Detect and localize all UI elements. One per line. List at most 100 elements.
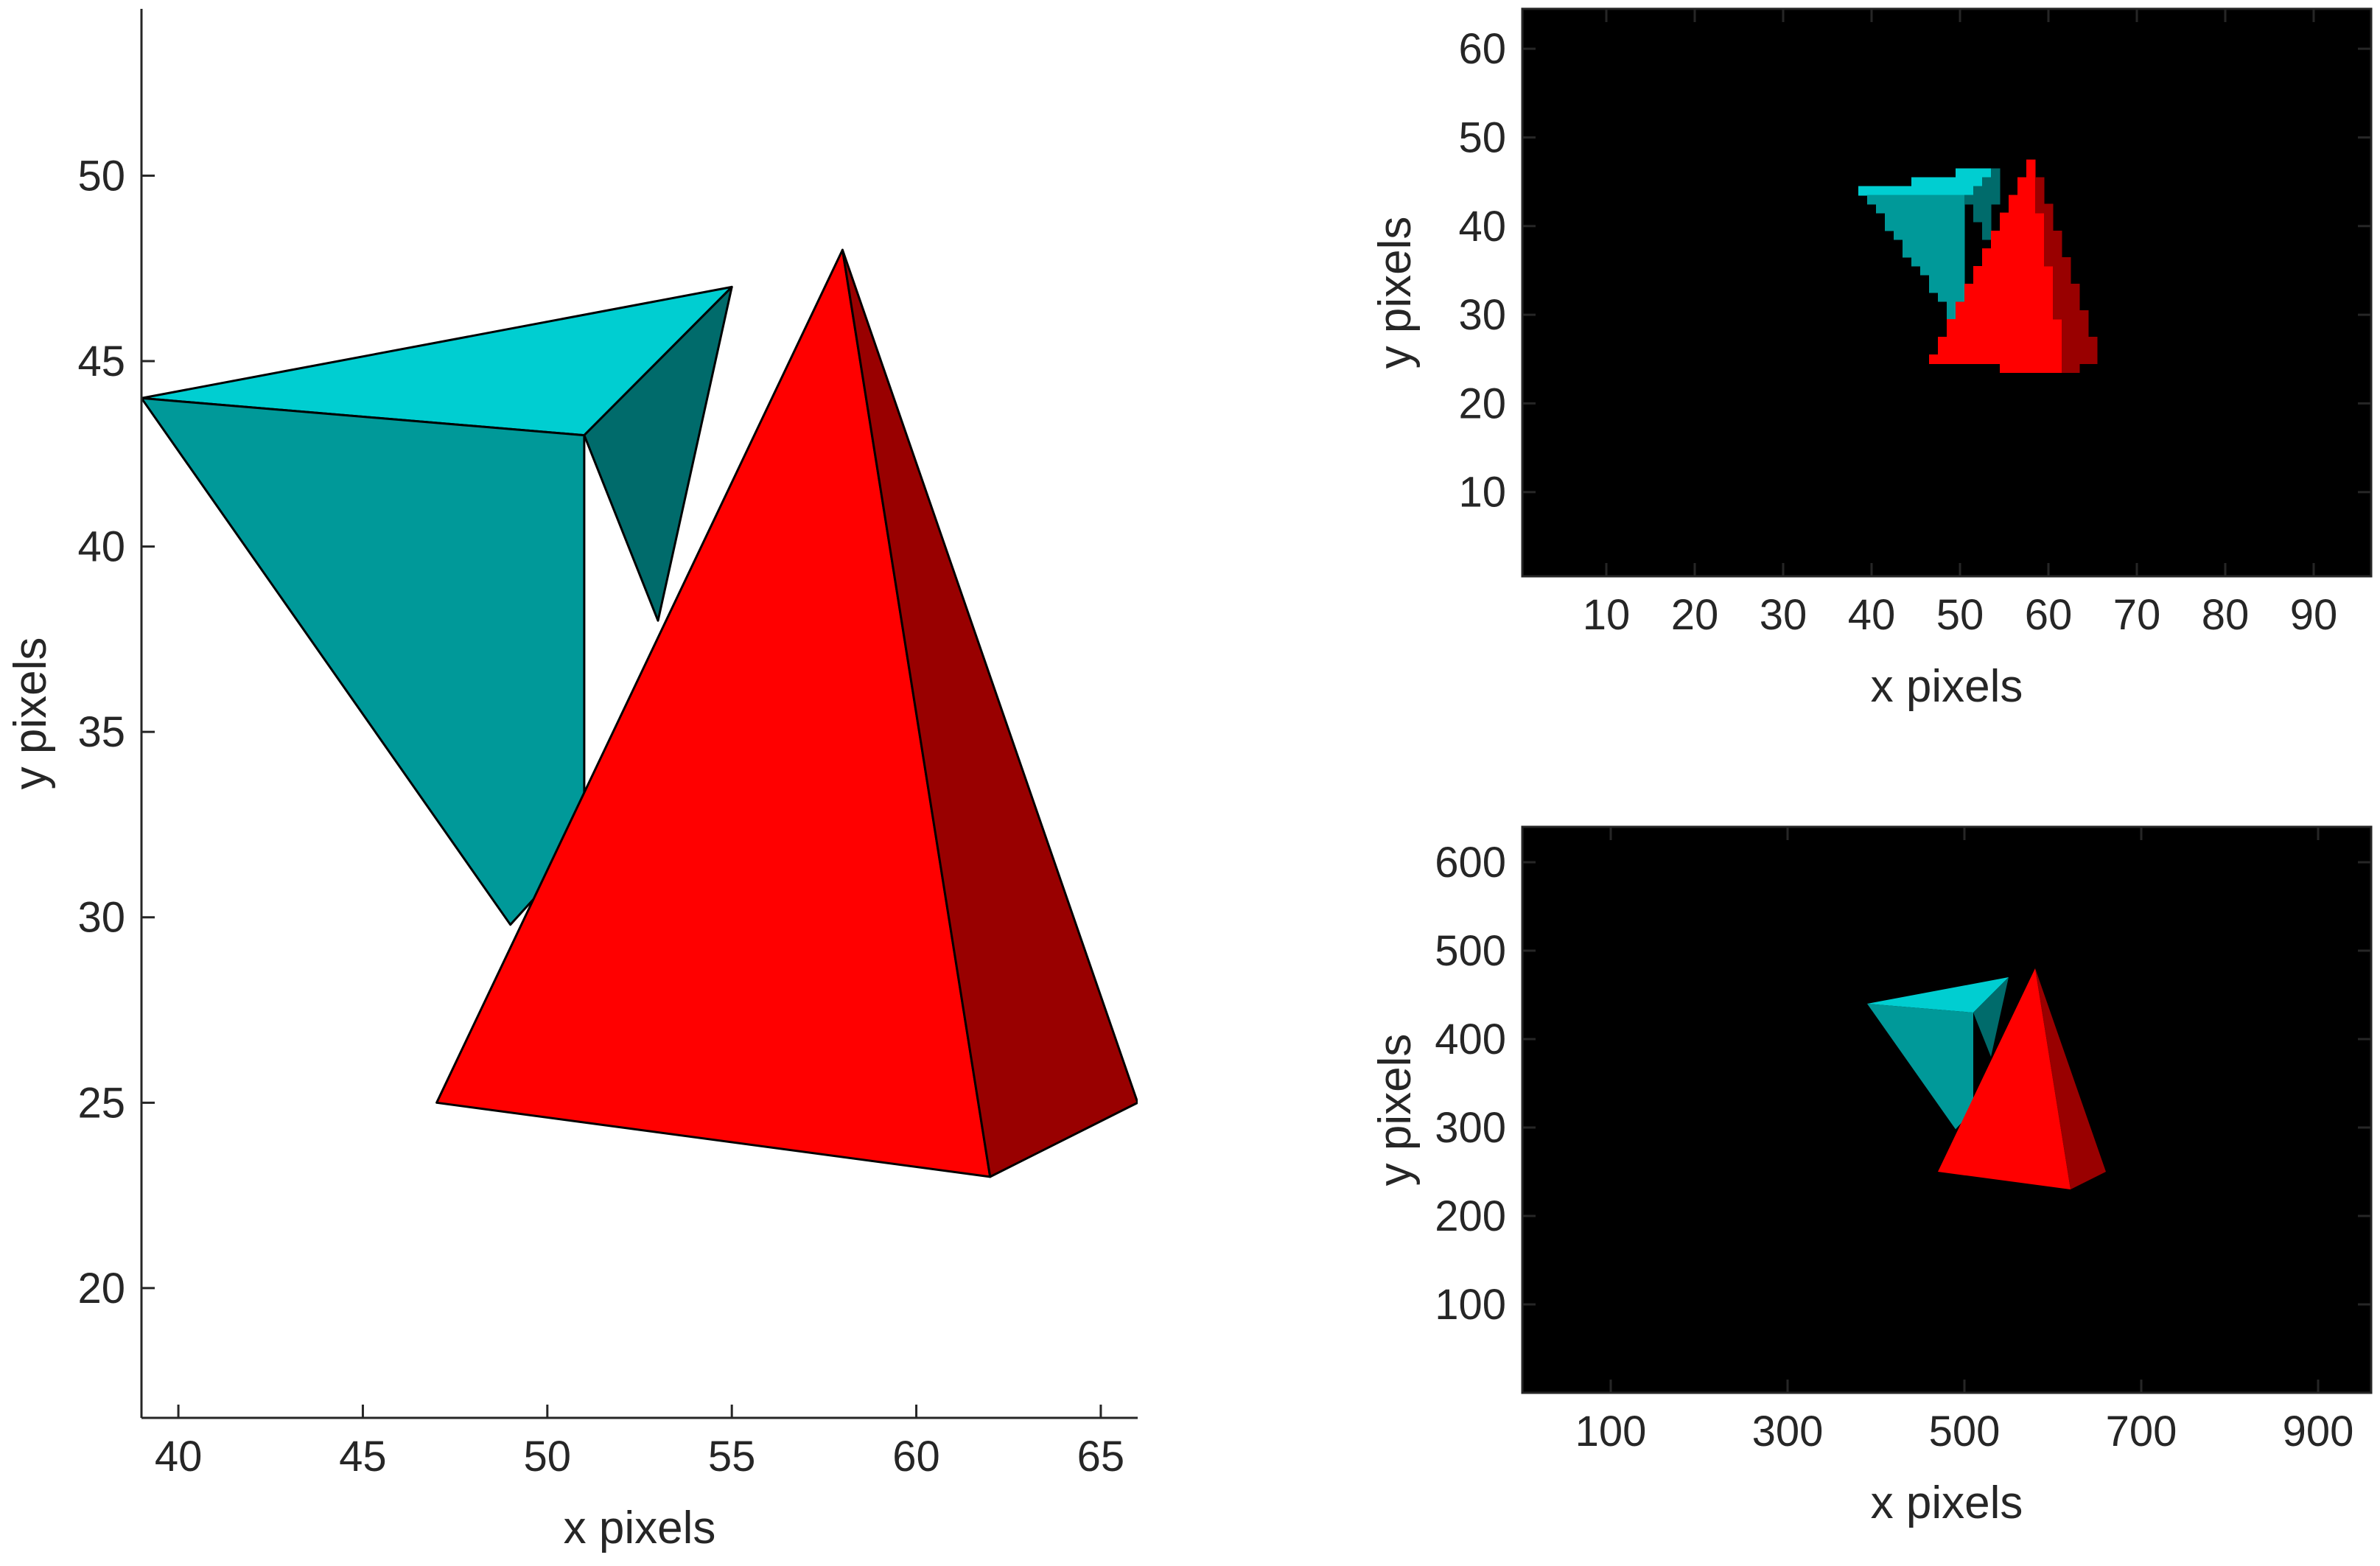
rendered-pixel xyxy=(1885,203,1894,214)
rendered-pixel xyxy=(2044,346,2054,355)
rendered-pixels xyxy=(1858,159,2098,373)
x-tick-label: 80 xyxy=(2202,591,2250,639)
rendered-pixel xyxy=(2071,354,2080,364)
rendered-pixel xyxy=(1903,221,1912,231)
rendered-pixel xyxy=(1894,186,1903,196)
rendered-pixel xyxy=(1938,195,1947,205)
rendered-pixel xyxy=(1991,177,2001,187)
rendered-pixel xyxy=(2017,239,2027,249)
y-tick-label: 10 xyxy=(1458,469,1506,517)
rendered-pixel xyxy=(1885,212,1894,223)
rendered-pixel xyxy=(1920,177,1930,187)
rendered-red-side-face xyxy=(2035,968,2106,1189)
rendered-pixel xyxy=(2035,310,2045,320)
y-tick-label: 45 xyxy=(77,338,125,385)
rendered-pixel xyxy=(2088,337,2098,346)
rendered-red-front-face xyxy=(1938,968,2071,1189)
rendered-pixel xyxy=(2017,274,2027,284)
rendered-pixel xyxy=(1920,195,1930,205)
rendered-pixel xyxy=(1956,221,1965,231)
rendered-pixel xyxy=(2000,337,2009,346)
rendered-pixel xyxy=(1903,186,1912,196)
rendered-pixel xyxy=(2062,354,2071,364)
rendered-pixel xyxy=(2071,319,2080,329)
rendered-pixel xyxy=(2053,363,2062,373)
rendered-pixel xyxy=(2026,230,2036,240)
rendered-pixel xyxy=(2044,203,2054,214)
rendered-pixel xyxy=(2026,301,2036,311)
rendered-pixel xyxy=(2035,212,2045,223)
rendered-pixel xyxy=(2000,274,2009,284)
rendered-pixel xyxy=(2071,310,2080,320)
rendered-pixel xyxy=(1911,177,1921,187)
rendered-pixel xyxy=(1876,186,1886,196)
rendered-pixel xyxy=(2017,221,2027,231)
red-pyramid xyxy=(435,248,1138,1178)
rendered-pixel xyxy=(1982,203,1992,214)
rendered-pixel xyxy=(2035,319,2045,329)
rendered-pixel xyxy=(2026,293,2036,302)
rendered-pixel xyxy=(1947,293,1956,302)
rendered-pixel xyxy=(1956,328,1965,338)
rendered-pixel xyxy=(1929,239,1939,249)
rendered-pixel xyxy=(2026,283,2036,293)
rendered-pixel xyxy=(2009,328,2018,338)
y-tick-label: 100 xyxy=(1435,1281,1506,1329)
rendered-pixel xyxy=(2044,301,2054,311)
rendered-pixel xyxy=(2044,221,2054,231)
rendered-pixel xyxy=(2000,310,2009,320)
rendered-pixel xyxy=(2035,363,2045,373)
rendered-pixel xyxy=(2026,186,2036,196)
x-axis-label: x pixels xyxy=(1871,661,2023,712)
rendered-pixel xyxy=(2000,346,2009,355)
rendered-pixel xyxy=(2000,256,2009,267)
x-tick-label: 900 xyxy=(2283,1408,2354,1455)
rendered-pixel xyxy=(2026,310,2036,320)
x-tick-label: 300 xyxy=(1752,1408,1824,1455)
rendered-pixel xyxy=(2044,354,2054,364)
axes-main: 40 45 50 55 60 65 20 25 30 35 40 45 50 x pixels y pixe… xyxy=(5,9,1138,1553)
x-tick-label: 70 xyxy=(2113,591,2161,639)
rendered-pixel xyxy=(2000,363,2009,373)
rendered-pixel xyxy=(1964,337,1974,346)
rendered-pixel xyxy=(2062,346,2071,355)
rendered-pixel xyxy=(2071,337,2080,346)
rendered-pixel xyxy=(2017,248,2027,258)
axes-box xyxy=(1521,7,2373,578)
rendered-pixel xyxy=(2035,337,2045,346)
rendered-pixel xyxy=(1982,221,1992,231)
rendered-pixel xyxy=(2026,328,2036,338)
rendered-pixel xyxy=(1929,248,1939,258)
rendered-pixel xyxy=(2071,328,2080,338)
rendered-pixel xyxy=(1938,203,1947,214)
rendered-pixel xyxy=(1973,203,1983,214)
rendered-pixel xyxy=(2044,319,2054,329)
rendered-pixel xyxy=(2079,354,2089,364)
rendered-pixel xyxy=(1929,221,1939,231)
y-tick-label: 400 xyxy=(1435,1016,1506,1063)
rendered-pixel xyxy=(2017,337,2027,346)
rendered-pixel xyxy=(1991,248,2001,258)
rendered-pixel xyxy=(1911,230,1921,240)
y-tick-label: 30 xyxy=(1458,291,1506,339)
rendered-pixel xyxy=(2035,203,2045,214)
rendered-cyan-top-face xyxy=(1867,977,2009,1013)
rendered-pixel xyxy=(1956,168,1965,178)
rendered-pixel xyxy=(1894,212,1903,223)
rendered-pixel xyxy=(2026,212,2036,223)
rendered-pixel xyxy=(1947,256,1956,267)
rendered-pixel xyxy=(1947,310,1956,320)
rendered-pixel xyxy=(1991,230,2001,240)
rendered-pixel xyxy=(2017,195,2027,205)
rendered-pixel xyxy=(1973,274,1983,284)
rendered-pixel xyxy=(1956,265,1965,276)
x-tick-label: 90 xyxy=(2290,591,2338,639)
rendered-pixel xyxy=(2000,212,2009,223)
rendered-pixel xyxy=(2017,265,2027,276)
x-tick-label: 40 xyxy=(155,1433,203,1481)
rendered-pixel xyxy=(2009,293,2018,302)
y-axis-label: y pixels xyxy=(1370,217,1421,369)
rendered-pixel xyxy=(2088,354,2098,364)
rendered-pixel xyxy=(2017,256,2027,267)
rendered-pixel xyxy=(2009,203,2018,214)
